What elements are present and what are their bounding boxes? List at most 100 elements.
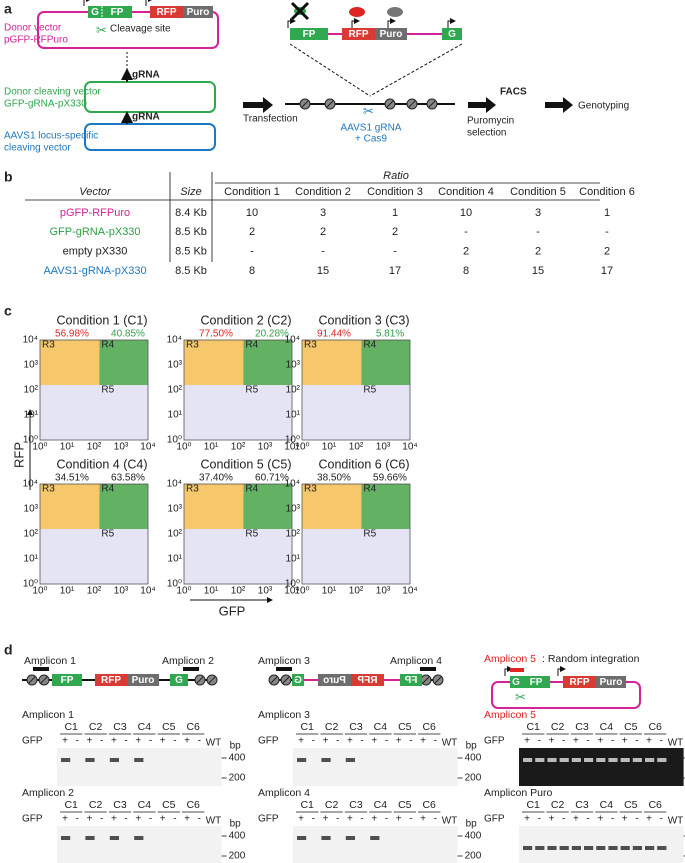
y-tick-label: 10¹	[168, 554, 183, 565]
gate-label: R3	[186, 484, 199, 495]
label: Amplicon 1	[24, 655, 76, 667]
sign-label: -	[360, 736, 363, 747]
gate-label: R5	[101, 529, 114, 540]
sign-label: -	[562, 736, 565, 747]
column-header: Ratio	[383, 170, 409, 182]
sign-label: -	[611, 736, 614, 747]
band	[345, 836, 355, 840]
segment	[442, 28, 462, 40]
sign-label: +	[298, 814, 304, 825]
line	[289, 43, 371, 97]
lane-label: C5	[398, 799, 412, 811]
plot-title: Condition 4 (C4)	[56, 457, 147, 471]
scissors: ✂	[96, 22, 107, 37]
y-tick-label: 10²	[24, 385, 39, 396]
label: gRNA	[132, 70, 160, 81]
segment-label: G	[294, 675, 302, 686]
sign-label: -	[173, 736, 176, 747]
y-tick-label: 10³	[168, 360, 183, 371]
gate-label: R3	[304, 484, 317, 495]
x-tick-label: 10⁴	[140, 586, 155, 597]
percent: 56.98%	[55, 329, 89, 340]
sign-label: +	[298, 736, 304, 747]
sign-label: +	[573, 736, 579, 747]
unit-label: bp	[230, 819, 242, 830]
table-cell: 3	[320, 207, 326, 219]
y-tick-label: 10⁴	[167, 335, 182, 346]
percent: 5.81%	[376, 329, 404, 340]
plot-frame	[39, 339, 149, 441]
segment	[170, 674, 188, 686]
sign-label: +	[135, 736, 141, 747]
band	[297, 758, 307, 762]
lane-label: C4	[600, 721, 614, 733]
segment-label: FP	[530, 677, 543, 688]
gate-label: R3	[42, 340, 55, 351]
x-tick-label: 10³	[114, 586, 129, 597]
sign-label: -	[385, 736, 388, 747]
gate	[243, 340, 292, 385]
label: Puromycin	[467, 116, 514, 127]
y-tick-label: 10¹	[24, 554, 39, 565]
gate	[184, 340, 244, 385]
table-cell: 8.5 Kb	[175, 265, 207, 277]
x-tick-label: 10²	[87, 586, 102, 597]
y-tick-label: 10²	[168, 529, 183, 540]
y-tick-label: 10²	[24, 529, 39, 540]
sign-label: -	[660, 736, 663, 747]
sign-label: +	[646, 814, 652, 825]
sign-label: -	[312, 736, 315, 747]
gate	[361, 484, 410, 529]
table-cell: -	[536, 226, 540, 238]
row-label: GFP	[484, 736, 505, 747]
segment-label: Puro	[323, 675, 346, 686]
amplicon-bar	[33, 667, 49, 671]
y-tick-label: 10⁴	[285, 335, 300, 346]
lane-label: C3	[113, 721, 127, 733]
promoter-arrow	[387, 18, 396, 28]
y-tick-label: 10⁰	[285, 579, 300, 590]
table-cell: 17	[601, 265, 613, 277]
segment-label: FP	[303, 29, 316, 40]
row-label: GFP	[22, 814, 43, 825]
gel-title: Amplicon 5	[484, 709, 536, 721]
x-tick-label: 10²	[231, 586, 246, 597]
segment	[52, 674, 82, 686]
x-tick-label: 10³	[258, 586, 273, 597]
sign-label: +	[184, 736, 190, 747]
hatch	[428, 100, 436, 108]
table-cell: empty pX330	[63, 246, 128, 258]
unit-label: bp	[230, 741, 242, 752]
segment-label: Puro	[187, 7, 210, 18]
table-cell: 1	[392, 207, 398, 219]
sign-label: -	[124, 736, 127, 747]
gate	[40, 484, 100, 529]
gel	[293, 748, 458, 786]
sign-label: +	[573, 814, 579, 825]
segment-label: G	[175, 675, 183, 686]
sign-label: -	[198, 814, 201, 825]
sign-label: -	[100, 814, 103, 825]
label: Transfection	[243, 114, 298, 125]
gate	[184, 385, 292, 440]
sign-label: +	[597, 814, 603, 825]
sign-label: -	[385, 814, 388, 825]
gel-title: Amplicon 2	[22, 787, 74, 799]
row-label: GFP	[258, 814, 279, 825]
lane-label: C2	[89, 799, 103, 811]
segment	[88, 6, 102, 18]
gate	[40, 340, 100, 385]
sign-label: +	[87, 814, 93, 825]
protein	[349, 7, 365, 17]
segment	[292, 674, 304, 686]
axis-label: RFP	[11, 442, 26, 468]
wt-label: WT	[668, 738, 684, 749]
lane-label: C1	[526, 799, 540, 811]
x-tick-label: 10⁰	[176, 586, 191, 597]
lane-label: C3	[349, 721, 363, 733]
panel-label: d	[4, 642, 13, 658]
gate-label: R3	[186, 340, 199, 351]
sign-label: -	[124, 814, 127, 825]
label: GFP-gRNA-pX330	[4, 99, 87, 110]
band	[596, 758, 606, 762]
